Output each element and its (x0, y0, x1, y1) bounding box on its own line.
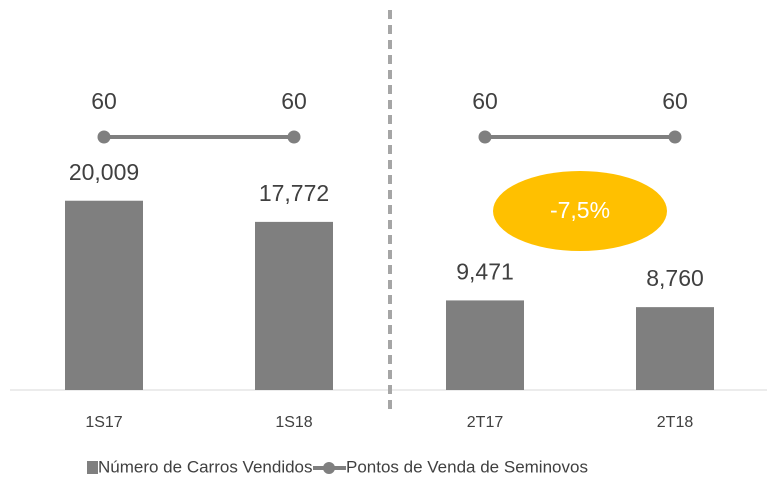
bar (446, 300, 524, 390)
data-label: 60 (281, 88, 307, 114)
line-marker (478, 130, 492, 144)
bar (255, 221, 333, 390)
data-label: 60 (91, 88, 117, 114)
line-marker (668, 130, 682, 144)
data-label: 17,772 (259, 180, 329, 206)
annotation: -7,5% (550, 197, 610, 223)
x-tick-label: 2T18 (657, 414, 694, 431)
line-marker (287, 130, 301, 144)
legend-label: Pontos de Venda de Seminovos (346, 457, 588, 476)
data-label: 60 (662, 88, 688, 114)
annotation-bubble (493, 171, 667, 251)
x-tick-label: 1S18 (275, 414, 312, 431)
legend-marker (323, 462, 335, 474)
x-tick-label: 1S17 (85, 414, 122, 431)
line-marker (97, 130, 111, 144)
data-label: 8,760 (646, 265, 704, 291)
legend-swatch (87, 461, 98, 474)
data-label: 20,009 (69, 159, 139, 185)
data-label: 60 (472, 88, 498, 114)
bar (636, 307, 714, 390)
legend-label: Número de Carros Vendidos (98, 457, 313, 476)
data-label: 9,471 (456, 258, 514, 284)
x-tick-label: 2T17 (467, 414, 504, 431)
bar (65, 200, 143, 390)
